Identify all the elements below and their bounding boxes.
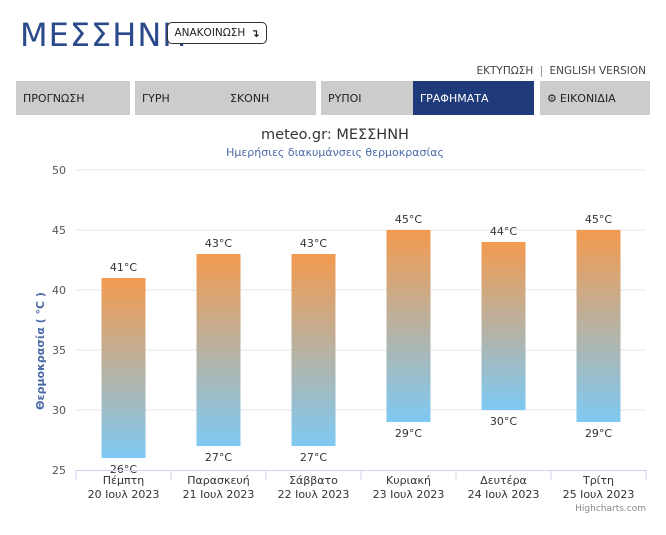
nav-tabs: ΠΡΟΓΝΩΣΗ ΓΥΡΗ ΣΚΟΝΗ ΡΥΠΟΙ ΓΡΑΦΗΜΑΤΑ ⚙ ΕΙ… [16,81,650,115]
temperature-range-bar[interactable] [196,254,241,446]
x-tick-label-date: 25 Ιουλ 2023 [563,488,635,501]
min-temp-label: 29°C [585,427,612,440]
y-tick-label: 30 [52,404,66,417]
max-temp-label: 43°C [205,237,232,250]
max-temp-label: 43°C [300,237,327,250]
tab-label: ΡΥΠΟΙ [328,91,362,105]
link-separator: | [539,65,544,77]
tab-pollen[interactable]: ΓΥΡΗ [135,81,231,115]
x-tick-label-day: Δευτέρα [480,474,527,487]
announcement-button[interactable]: ΑΝΑΚΟΙΝΩΣΗ ↴ [167,22,267,44]
y-axis-label: Θερμοκρασία ( °C ) [34,292,47,410]
x-tick-label-date: 21 Ιουλ 2023 [183,488,255,501]
x-tick-label-date: 24 Ιουλ 2023 [468,488,540,501]
x-tick-label-day: Πέμπτη [103,474,144,487]
chart-title: meteo.gr: ΜΕΣΣΗΝΗ [261,127,409,143]
y-tick-label: 25 [52,464,66,477]
temperature-range-bar[interactable] [481,242,526,410]
tab-label: ΕΙΚΟΝΙΔΙΑ [559,91,616,105]
y-tick-label: 40 [52,284,66,297]
x-tick-label-day: Σάββατο [289,474,338,487]
x-tick-label-day: Τρίτη [582,474,614,487]
gear-icon: ⚙ [547,91,557,105]
x-tick-label-date: 20 Ιουλ 2023 [88,488,160,501]
temperature-range-bar[interactable] [101,278,146,458]
chart-subtitle: Ημερήσιες διακυμάνσεις θερμοκρασίας [226,146,444,159]
tab-label: ΓΥΡΗ [142,91,170,105]
print-link[interactable]: ΕΚΤΥΠΩΣΗ [476,65,534,77]
tab-charts[interactable]: ΓΡΑΦΗΜΑΤΑ [413,81,534,115]
temperature-range-bar[interactable] [576,230,621,422]
max-temp-label: 45°C [395,213,422,226]
tab-label: ΓΡΑΦΗΜΑΤΑ [420,91,489,105]
highcharts-credit[interactable]: Highcharts.com [575,504,646,514]
tab-icons[interactable]: ⚙ ΕΙΚΟΝΙΔΙΑ [540,81,650,115]
x-tick-label-day: Κυριακή [386,474,431,487]
top-links: ΕΚΤΥΠΩΣΗ | ENGLISH VERSION [477,65,647,77]
tab-pollutants[interactable]: ΡΥΠΟΙ [321,81,417,115]
min-temp-label: 30°C [490,415,517,428]
chart-svg: meteo.gr: ΜΕΣΣΗΝΗ Ημερήσιες διακυμάνσεις… [34,127,647,514]
temperature-chart: meteo.gr: ΜΕΣΣΗΝΗ Ημερήσιες διακυμάνσεις… [0,118,666,531]
x-tick-label-date: 22 Ιουλ 2023 [278,488,350,501]
y-tick-label: 50 [52,164,66,177]
temperature-range-bar[interactable] [386,230,431,422]
max-temp-label: 45°C [585,213,612,226]
english-version-link[interactable]: ENGLISH VERSION [549,65,646,77]
x-tick-label-date: 23 Ιουλ 2023 [373,488,445,501]
min-temp-label: 29°C [395,427,422,440]
min-temp-label: 26°C [110,463,137,476]
min-temp-label: 27°C [205,451,232,464]
max-temp-label: 44°C [490,225,517,238]
announcement-label: ΑΝΑΚΟΙΝΩΣΗ [174,27,246,39]
max-temp-label: 41°C [110,261,137,274]
min-temp-label: 27°C [300,451,327,464]
x-tick-label-day: Παρασκευή [187,474,250,487]
temperature-range-bar[interactable] [291,254,336,446]
tab-forecast[interactable]: ΠΡΟΓΝΩΣΗ [16,81,130,115]
y-tick-label: 35 [52,344,66,357]
tab-label: ΣΚΟΝΗ [230,91,270,105]
tab-dust[interactable]: ΣΚΟΝΗ [223,81,316,115]
y-tick-label: 45 [52,224,66,237]
arrow-down-icon: ↴ [250,26,260,40]
page-title: ΜΕΣΣΗΝΗ [20,16,188,54]
tab-label: ΠΡΟΓΝΩΣΗ [23,91,85,105]
